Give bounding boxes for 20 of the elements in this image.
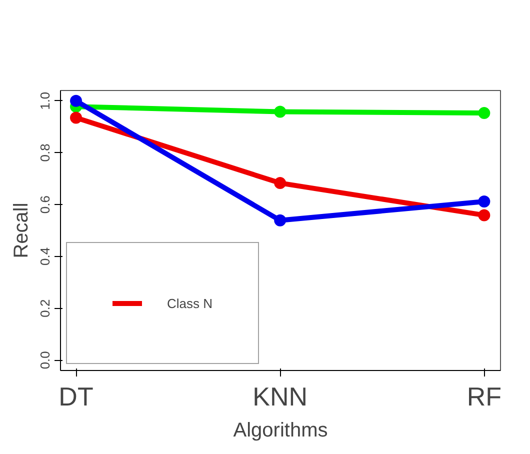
point bbox=[70, 112, 82, 124]
y-tick-label: 0.2 bbox=[38, 299, 52, 318]
y-tick-label: 0.6 bbox=[38, 196, 52, 214]
x-tick-label: RF bbox=[466, 382, 502, 412]
point bbox=[478, 195, 490, 208]
point bbox=[478, 107, 490, 120]
x-tick-label: DT bbox=[58, 382, 94, 412]
y-axis-title: Recall bbox=[10, 202, 32, 258]
y-tick-label: 0.4 bbox=[38, 247, 52, 266]
point bbox=[274, 214, 286, 226]
y-tick-label: 0.8 bbox=[38, 144, 52, 162]
point bbox=[478, 209, 490, 222]
x-tick-label: KNN bbox=[252, 382, 308, 412]
point bbox=[274, 106, 286, 118]
y-tick-label: 1.0 bbox=[38, 92, 52, 110]
legend-label: Class N bbox=[167, 296, 213, 310]
x-axis-title: Algorithms bbox=[233, 420, 328, 442]
point bbox=[274, 177, 286, 190]
y-tick-label: 0.0 bbox=[38, 351, 52, 370]
point bbox=[70, 94, 82, 107]
